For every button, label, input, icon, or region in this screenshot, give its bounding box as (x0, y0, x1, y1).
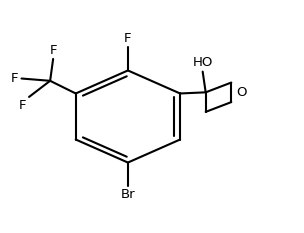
Text: F: F (49, 44, 57, 57)
Text: F: F (11, 72, 19, 85)
Text: O: O (236, 86, 246, 99)
Text: HO: HO (192, 56, 213, 69)
Text: F: F (124, 32, 132, 45)
Text: Br: Br (121, 188, 135, 201)
Text: F: F (19, 99, 26, 112)
